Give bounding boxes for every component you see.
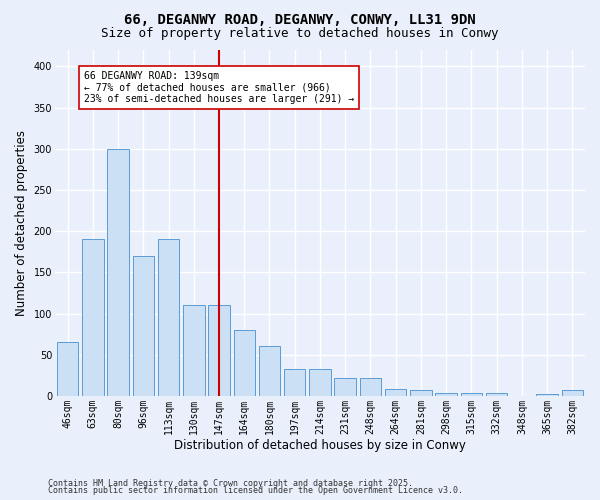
Bar <box>410 390 431 396</box>
Bar <box>461 392 482 396</box>
Bar <box>385 390 406 396</box>
Bar <box>208 306 230 396</box>
Text: Size of property relative to detached houses in Conwy: Size of property relative to detached ho… <box>101 28 499 40</box>
Bar <box>233 330 255 396</box>
Bar <box>309 368 331 396</box>
Bar <box>57 342 79 396</box>
Bar <box>334 378 356 396</box>
Y-axis label: Number of detached properties: Number of detached properties <box>15 130 28 316</box>
Bar <box>536 394 558 396</box>
Bar <box>107 149 129 396</box>
Text: Contains public sector information licensed under the Open Government Licence v3: Contains public sector information licen… <box>48 486 463 495</box>
Bar <box>360 378 381 396</box>
Bar <box>82 240 104 396</box>
Bar <box>284 368 305 396</box>
Bar <box>486 392 508 396</box>
Bar <box>562 390 583 396</box>
Text: Contains HM Land Registry data © Crown copyright and database right 2025.: Contains HM Land Registry data © Crown c… <box>48 478 413 488</box>
Text: 66, DEGANWY ROAD, DEGANWY, CONWY, LL31 9DN: 66, DEGANWY ROAD, DEGANWY, CONWY, LL31 9… <box>124 12 476 26</box>
Bar <box>183 306 205 396</box>
Bar <box>158 240 179 396</box>
Text: 66 DEGANWY ROAD: 139sqm
← 77% of detached houses are smaller (966)
23% of semi-d: 66 DEGANWY ROAD: 139sqm ← 77% of detache… <box>84 70 354 104</box>
Bar <box>133 256 154 396</box>
Bar <box>436 392 457 396</box>
X-axis label: Distribution of detached houses by size in Conwy: Distribution of detached houses by size … <box>174 440 466 452</box>
Bar <box>259 346 280 396</box>
